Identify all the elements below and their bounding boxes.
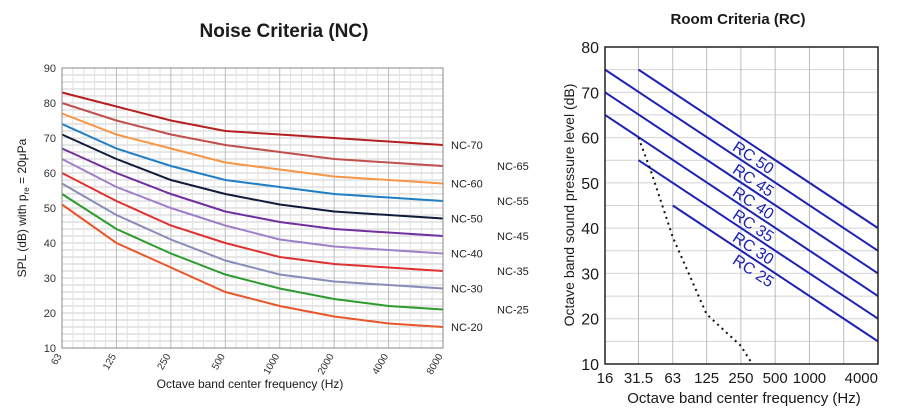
nc-y-tick-label: 80 <box>44 98 56 110</box>
nc-series-line <box>61 123 444 202</box>
rc-y-axis-label: Octave band sound pressure level (dB) <box>561 84 577 327</box>
nc-series-label: NC-40 <box>451 249 483 261</box>
nc-series-label: NC-65 <box>497 161 529 173</box>
rc-x-tick-label: 16 <box>597 370 614 387</box>
nc-y-ticks: 10 20 30 40 50 60 70 80 90 <box>44 63 56 355</box>
nc-series-label: NC-20 <box>451 322 483 334</box>
nc-x-tick-label: 4000 <box>371 352 392 377</box>
rc-y-tick-label: 30 <box>581 266 599 283</box>
nc-y-tick-label: 70 <box>44 133 56 145</box>
nc-series-line <box>61 147 444 237</box>
nc-series-labels: NC-70 NC-65 NC-60 NC-55 NC-50 NC-45 NC-40 NC-35… <box>451 140 529 334</box>
nc-series-label: NC-25 <box>497 305 529 317</box>
nc-series-label: NC-70 <box>451 140 483 152</box>
nc-series-label: NC-60 <box>451 179 483 191</box>
nc-grid <box>61 67 444 349</box>
rc-plot-frame <box>604 46 879 365</box>
rc-x-tick-label: 125 <box>694 370 719 387</box>
rc-series-line <box>604 114 879 297</box>
nc-series-label: NC-55 <box>497 196 529 208</box>
nc-series-lines <box>61 91 444 328</box>
nc-x-tick-label: 125 <box>101 352 119 372</box>
nc-series-line <box>61 102 444 167</box>
nc-series-label: NC-45 <box>497 231 529 243</box>
rc-series-line <box>604 91 879 275</box>
nc-y-tick-label: 50 <box>44 203 56 215</box>
nc-y-axis-label: SPL (dB) with pre = 20μPa <box>15 138 31 277</box>
rc-y-tick-label: 40 <box>581 221 599 238</box>
rc-y-tick-label: 10 <box>581 357 599 374</box>
rc-series-line <box>637 68 879 229</box>
rc-series-line <box>672 204 879 343</box>
nc-x-tick-label: 250 <box>156 352 174 372</box>
nc-x-ticks: 63 125 250 500 1000 2000 4000 8000 <box>50 352 446 377</box>
nc-x-tick-label: 500 <box>210 352 228 372</box>
nc-x-tick-label: 8000 <box>425 352 446 377</box>
nc-series-line <box>61 133 444 220</box>
nc-y-tick-label: 10 <box>44 343 56 355</box>
nc-series-line <box>61 112 444 185</box>
nc-y-tick-label: 20 <box>44 308 56 320</box>
rc-x-ticks: 16 31.5 63 125 250 500 1000 4000 <box>597 370 878 387</box>
rc-y-tick-label: 20 <box>581 312 599 329</box>
rc-series-line <box>604 68 879 252</box>
rc-y-tick-label: 50 <box>581 176 599 193</box>
nc-series-line <box>61 172 444 272</box>
nc-series-label: NC-30 <box>451 284 483 296</box>
rc-x-tick-label: 250 <box>728 370 753 387</box>
nc-chart-title: Noise Criteria (NC) <box>200 21 369 42</box>
nc-plot-frame <box>61 67 444 349</box>
nc-y-tick-label: 40 <box>44 238 56 250</box>
nc-series-line <box>61 182 444 290</box>
nc-series-label: NC-50 <box>451 214 483 226</box>
nc-series-line <box>61 203 444 328</box>
nc-series-line <box>61 158 444 255</box>
nc-series-label: NC-35 <box>497 266 529 278</box>
nc-x-tick-label: 63 <box>50 352 65 368</box>
rc-y-tick-label: 70 <box>581 85 599 102</box>
nc-series-line <box>61 193 444 311</box>
rc-y-tick-label: 60 <box>581 131 599 148</box>
nc-series-line <box>61 91 444 146</box>
nc-x-axis-label: Octave band center frequency (Hz) <box>157 377 344 391</box>
nc-y-tick-label: 30 <box>44 273 56 285</box>
rc-x-axis-label: Octave band center frequency (Hz) <box>627 390 860 407</box>
rc-chart-title: Room Criteria (RC) <box>670 11 805 28</box>
rc-x-tick-label: 31.5 <box>624 370 653 387</box>
rc-x-tick-label: 4000 <box>845 370 878 387</box>
rc-series-line <box>637 159 879 320</box>
nc-y-tick-label: 60 <box>44 168 56 180</box>
rc-y-ticks: 10 20 30 40 50 60 70 80 <box>581 40 599 374</box>
nc-x-tick-label: 2000 <box>316 352 337 377</box>
rc-x-tick-label: 63 <box>664 370 681 387</box>
rc-y-tick-label: 80 <box>581 40 599 57</box>
rc-series-lines <box>604 68 879 343</box>
nc-x-tick-label: 1000 <box>262 352 283 377</box>
rc-x-tick-label: 1000 <box>793 370 826 387</box>
rc-x-tick-label: 500 <box>763 370 788 387</box>
nc-y-tick-label: 90 <box>44 63 56 75</box>
